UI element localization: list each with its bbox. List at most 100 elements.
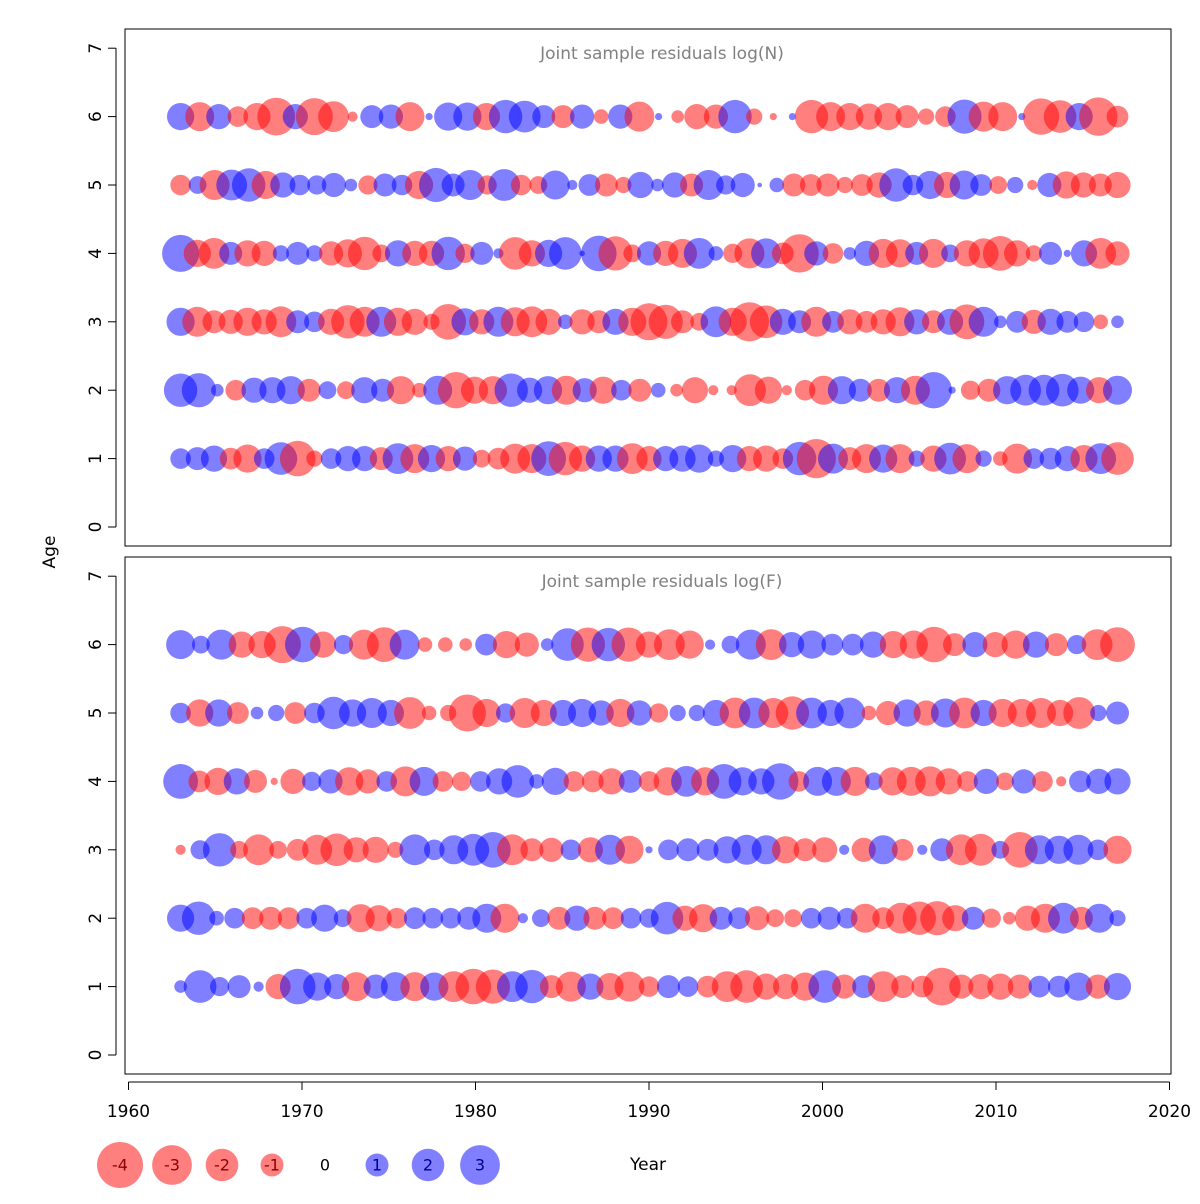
negative-residual-bubble [891, 975, 915, 999]
negative-residual-bubble [726, 385, 737, 396]
legend-label: 0 [320, 1156, 330, 1175]
negative-residual-bubble [551, 105, 575, 129]
positive-residual-bubble [650, 382, 666, 398]
positive-residual-bubble [289, 174, 311, 196]
y-tick-label: 4 [86, 248, 106, 259]
positive-residual-bubble [848, 378, 872, 402]
negative-residual-bubble [358, 175, 378, 195]
positive-residual-bubble [970, 699, 997, 727]
negative-residual-bubble [228, 631, 255, 658]
positive-residual-bubble [303, 972, 332, 1001]
negative-residual-bubble [401, 308, 428, 335]
positive-residual-bubble [1056, 310, 1079, 333]
positive-residual-bubble [517, 913, 529, 924]
y-tick-label: 0 [86, 522, 106, 533]
negative-residual-bubble [957, 771, 978, 792]
positive-residual-bubble [708, 246, 724, 261]
positive-residual-bubble [163, 764, 199, 799]
positive-residual-bubble [1067, 635, 1087, 655]
negative-residual-bubble [182, 306, 213, 337]
legend-label: -4 [112, 1156, 128, 1175]
x-axis-title: Year [629, 1155, 666, 1175]
positive-residual-bubble [611, 379, 632, 401]
y-tick-label: 2 [86, 913, 106, 924]
negative-residual-bubble [459, 638, 473, 651]
positive-residual-bubble [205, 699, 233, 727]
negative-residual-bubble [269, 840, 287, 859]
positive-residual-bubble [751, 238, 782, 269]
positive-residual-bubble [227, 975, 251, 999]
positive-residual-bubble [1006, 310, 1028, 333]
positive-residual-bubble [817, 906, 841, 930]
negative-residual-bubble [598, 768, 625, 795]
bottom-panel-title: Joint sample residuals log(F) [541, 572, 783, 592]
negative-residual-bubble [772, 836, 800, 864]
positive-residual-bubble [808, 970, 841, 1003]
negative-residual-bubble [202, 310, 226, 334]
positive-residual-bubble [285, 626, 321, 663]
negative-residual-bubble [638, 976, 660, 997]
positive-residual-bubble [688, 704, 705, 722]
positive-residual-bubble [693, 170, 724, 200]
negative-residual-bubble [628, 378, 652, 402]
positive-residual-bubble [970, 174, 993, 196]
positive-residual-bubble [488, 169, 521, 201]
positive-residual-bubble [1022, 631, 1050, 658]
positive-residual-bubble [373, 173, 397, 197]
negative-residual-bubble [490, 903, 520, 933]
positive-residual-bubble [1103, 973, 1132, 1001]
negative-residual-bubble [421, 705, 437, 721]
negative-residual-bubble [867, 378, 891, 402]
negative-residual-bubble [746, 108, 763, 125]
positive-residual-bubble [549, 699, 577, 727]
negative-residual-bubble [455, 243, 475, 263]
positive-residual-bubble [529, 774, 544, 789]
negative-residual-bubble [915, 766, 946, 797]
negative-residual-bubble [781, 385, 792, 396]
positive-residual-bubble [669, 704, 686, 722]
negative-residual-bubble [265, 306, 297, 338]
negative-residual-bubble [949, 697, 980, 729]
negative-residual-bubble [593, 109, 609, 124]
y-tick-label: 0 [86, 1050, 106, 1061]
negative-residual-bubble [675, 630, 704, 659]
bottom-panel-frame [124, 556, 1172, 1075]
positive-residual-bubble [324, 974, 350, 1000]
positive-residual-bubble [206, 629, 237, 660]
positive-residual-bubble [183, 970, 217, 1003]
positive-residual-bubble [645, 846, 653, 854]
y-tick-label: 3 [86, 316, 106, 327]
negative-residual-bubble [259, 906, 283, 930]
negative-residual-bubble [648, 304, 683, 339]
legend-label: 1 [372, 1156, 382, 1175]
negative-residual-bubble [551, 375, 581, 405]
positive-residual-bubble [475, 633, 497, 656]
negative-residual-bubble [343, 837, 369, 863]
positive-residual-bubble [318, 381, 337, 400]
positive-residual-bubble [209, 910, 224, 926]
positive-residual-bubble [718, 99, 752, 134]
negative-residual-bubble [251, 240, 277, 266]
top-panel-frame [124, 28, 1172, 547]
negative-residual-bubble [306, 450, 323, 467]
negative-residual-bubble [412, 382, 427, 398]
positive-residual-bubble [685, 444, 714, 473]
positive-residual-bubble [657, 975, 680, 999]
negative-residual-bubble [885, 444, 915, 474]
negative-residual-bubble [337, 381, 355, 400]
positive-residual-bubble [223, 768, 250, 795]
negative-residual-bubble [861, 705, 877, 721]
negative-residual-bubble [812, 837, 838, 863]
y-axis-title: Age [40, 536, 60, 569]
positive-residual-bubble [788, 113, 797, 121]
legend-bubble [152, 1145, 192, 1185]
positive-residual-bubble [818, 443, 848, 474]
positive-residual-bubble [588, 700, 614, 726]
negative-residual-bubble [684, 104, 710, 130]
positive-residual-bubble [452, 446, 478, 471]
negative-residual-bubble [918, 238, 948, 268]
negative-residual-bubble [581, 770, 604, 793]
negative-residual-bubble [996, 772, 1014, 791]
negative-residual-bubble [510, 174, 532, 196]
positive-residual-bubble [1106, 701, 1129, 725]
